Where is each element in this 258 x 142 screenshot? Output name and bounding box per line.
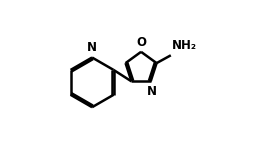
Text: O: O xyxy=(137,36,147,49)
Text: NH₂: NH₂ xyxy=(172,39,197,52)
Text: N: N xyxy=(87,41,97,54)
Text: N: N xyxy=(147,85,157,98)
